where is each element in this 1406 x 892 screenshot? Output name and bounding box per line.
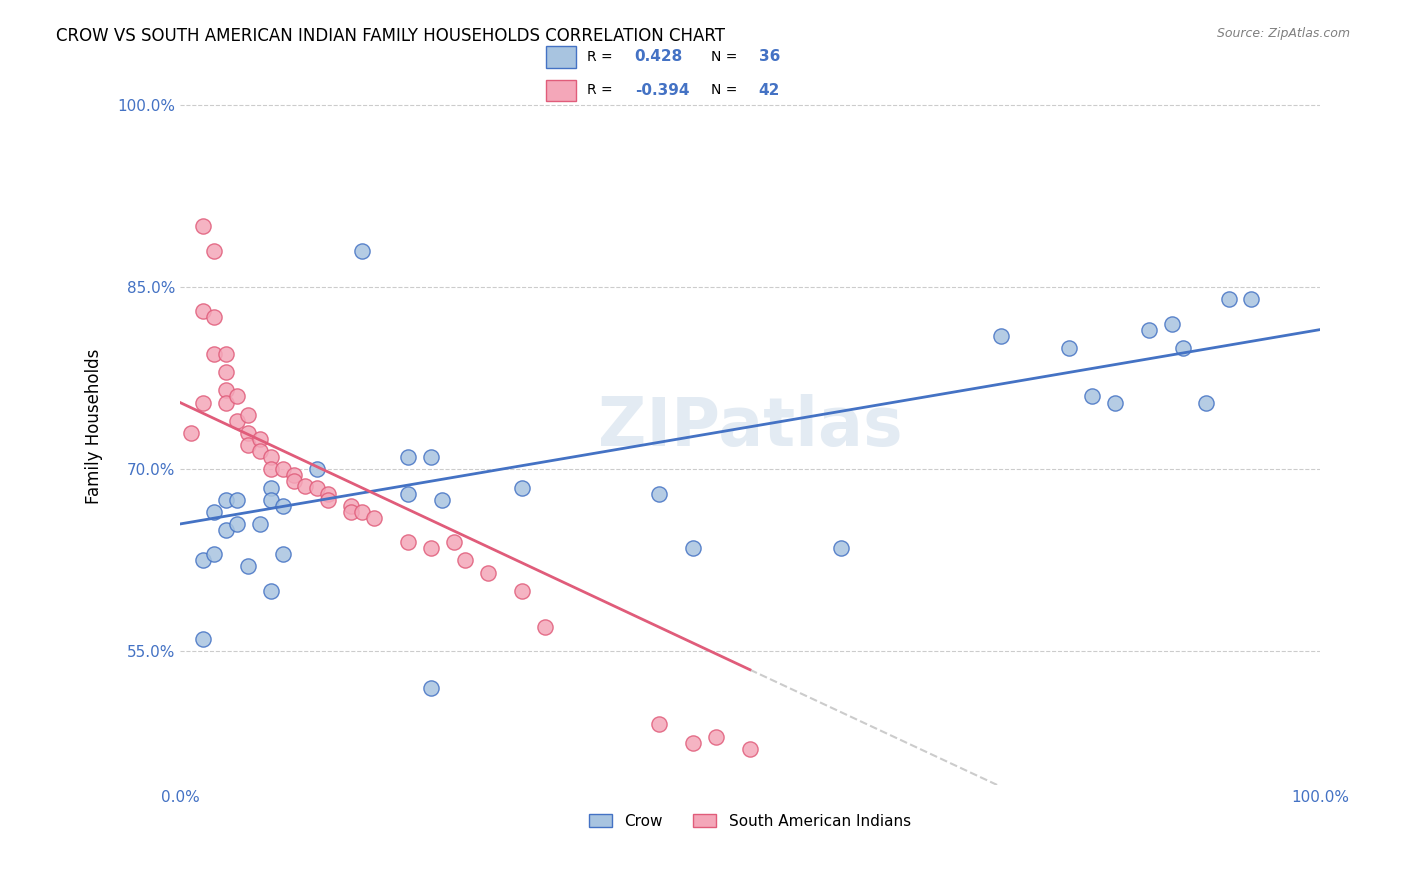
- Point: [1081, 389, 1104, 403]
- Point: [283, 468, 305, 483]
- Point: [352, 244, 374, 258]
- Point: [648, 717, 671, 731]
- Point: [682, 541, 704, 556]
- Text: R =: R =: [588, 83, 613, 97]
- Point: [990, 328, 1012, 343]
- Text: 36: 36: [759, 49, 780, 64]
- Point: [396, 450, 419, 465]
- Point: [214, 347, 236, 361]
- Point: [191, 395, 214, 409]
- Point: [283, 475, 305, 489]
- Point: [260, 450, 283, 465]
- Point: [271, 499, 294, 513]
- Point: [443, 535, 465, 549]
- FancyBboxPatch shape: [546, 79, 575, 101]
- Point: [1104, 395, 1126, 409]
- Point: [352, 505, 374, 519]
- Point: [214, 523, 236, 537]
- Point: [202, 547, 225, 561]
- FancyBboxPatch shape: [546, 46, 575, 68]
- Point: [214, 492, 236, 507]
- Point: [1218, 293, 1240, 307]
- Point: [648, 486, 671, 500]
- Point: [271, 462, 294, 476]
- Text: 0.428: 0.428: [634, 49, 683, 64]
- Point: [260, 492, 283, 507]
- Text: CROW VS SOUTH AMERICAN INDIAN FAMILY HOUSEHOLDS CORRELATION CHART: CROW VS SOUTH AMERICAN INDIAN FAMILY HOU…: [56, 27, 725, 45]
- Point: [214, 384, 236, 398]
- Text: 42: 42: [759, 83, 780, 98]
- Point: [419, 541, 441, 556]
- Point: [191, 553, 214, 567]
- Point: [363, 511, 385, 525]
- Point: [260, 481, 283, 495]
- Text: N =: N =: [711, 50, 738, 64]
- Point: [305, 462, 328, 476]
- Point: [704, 730, 727, 744]
- Legend: Crow, South American Indians: Crow, South American Indians: [583, 807, 917, 835]
- Point: [202, 505, 225, 519]
- Point: [260, 583, 283, 598]
- Point: [202, 347, 225, 361]
- Point: [238, 438, 260, 452]
- Point: [214, 365, 236, 379]
- Text: R =: R =: [588, 50, 613, 64]
- Point: [191, 632, 214, 647]
- Point: [396, 535, 419, 549]
- Point: [419, 450, 441, 465]
- Point: [340, 499, 363, 513]
- Point: [316, 486, 339, 500]
- Point: [533, 620, 555, 634]
- Point: [249, 516, 271, 531]
- Point: [1240, 293, 1263, 307]
- Point: [305, 481, 328, 495]
- Text: ZIPatlas: ZIPatlas: [598, 393, 903, 459]
- Point: [238, 425, 260, 440]
- Point: [396, 486, 419, 500]
- Point: [1171, 341, 1194, 355]
- Point: [202, 244, 225, 258]
- Point: [1160, 317, 1182, 331]
- Point: [1195, 395, 1218, 409]
- Point: [830, 541, 852, 556]
- Text: -0.394: -0.394: [634, 83, 689, 98]
- Point: [226, 414, 249, 428]
- Y-axis label: Family Households: Family Households: [86, 349, 103, 505]
- Point: [238, 408, 260, 422]
- Point: [340, 505, 363, 519]
- Point: [214, 395, 236, 409]
- Point: [271, 547, 294, 561]
- Point: [316, 492, 339, 507]
- Point: [226, 516, 249, 531]
- Point: [510, 481, 533, 495]
- Point: [1057, 341, 1080, 355]
- Point: [419, 681, 441, 695]
- Point: [454, 553, 477, 567]
- Point: [510, 583, 533, 598]
- Text: N =: N =: [711, 83, 738, 97]
- Point: [738, 741, 761, 756]
- Point: [180, 425, 202, 440]
- Point: [249, 432, 271, 446]
- Point: [238, 559, 260, 574]
- Point: [202, 310, 225, 325]
- Point: [477, 566, 499, 580]
- Point: [226, 389, 249, 403]
- Point: [191, 304, 214, 318]
- Text: Source: ZipAtlas.com: Source: ZipAtlas.com: [1216, 27, 1350, 40]
- Point: [1137, 323, 1160, 337]
- Point: [432, 492, 454, 507]
- Point: [260, 462, 283, 476]
- Point: [682, 735, 704, 749]
- Point: [191, 219, 214, 234]
- Point: [226, 492, 249, 507]
- Point: [249, 444, 271, 458]
- Point: [294, 479, 316, 493]
